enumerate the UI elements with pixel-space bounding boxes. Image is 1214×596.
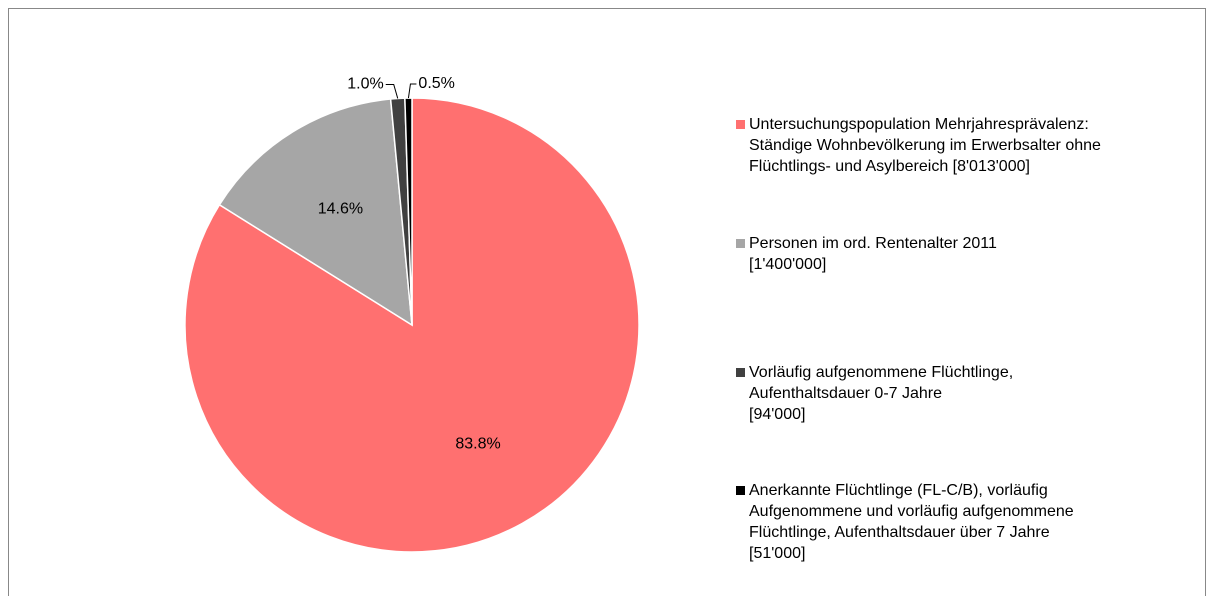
legend-swatch xyxy=(736,368,745,377)
data-label: 14.6% xyxy=(318,200,363,217)
data-label: 1.0% xyxy=(347,76,383,93)
data-label: 0.5% xyxy=(418,75,454,92)
leader-line xyxy=(385,83,399,99)
leader-line xyxy=(407,83,417,99)
data-label: 83.8% xyxy=(455,435,500,452)
legend-entry: Untersuchungspopulation Mehrjahrespräval… xyxy=(736,114,1101,177)
legend-entry: Personen im ord. Rentenalter 2011 [1'400… xyxy=(736,233,997,275)
legend-label: Untersuchungspopulation Mehrjahrespräval… xyxy=(749,116,1101,175)
legend-label: Personen im ord. Rentenalter 2011 [1'400… xyxy=(749,235,997,273)
legend-entry: Anerkannte Flüchtlinge (FL-C/B), vorläuf… xyxy=(736,480,1074,564)
legend-swatch xyxy=(736,120,745,129)
legend-label: Anerkannte Flüchtlinge (FL-C/B), vorläuf… xyxy=(749,482,1074,562)
frame xyxy=(8,8,1206,596)
legend-entry: Vorläufig aufgenommene Flüchtlinge, Aufe… xyxy=(736,362,1014,425)
pie-slice xyxy=(218,98,413,327)
legend-swatch xyxy=(736,486,745,495)
legend-swatch xyxy=(736,239,745,248)
legend-label: Vorläufig aufgenommene Flüchtlinge, Aufe… xyxy=(749,364,1014,423)
